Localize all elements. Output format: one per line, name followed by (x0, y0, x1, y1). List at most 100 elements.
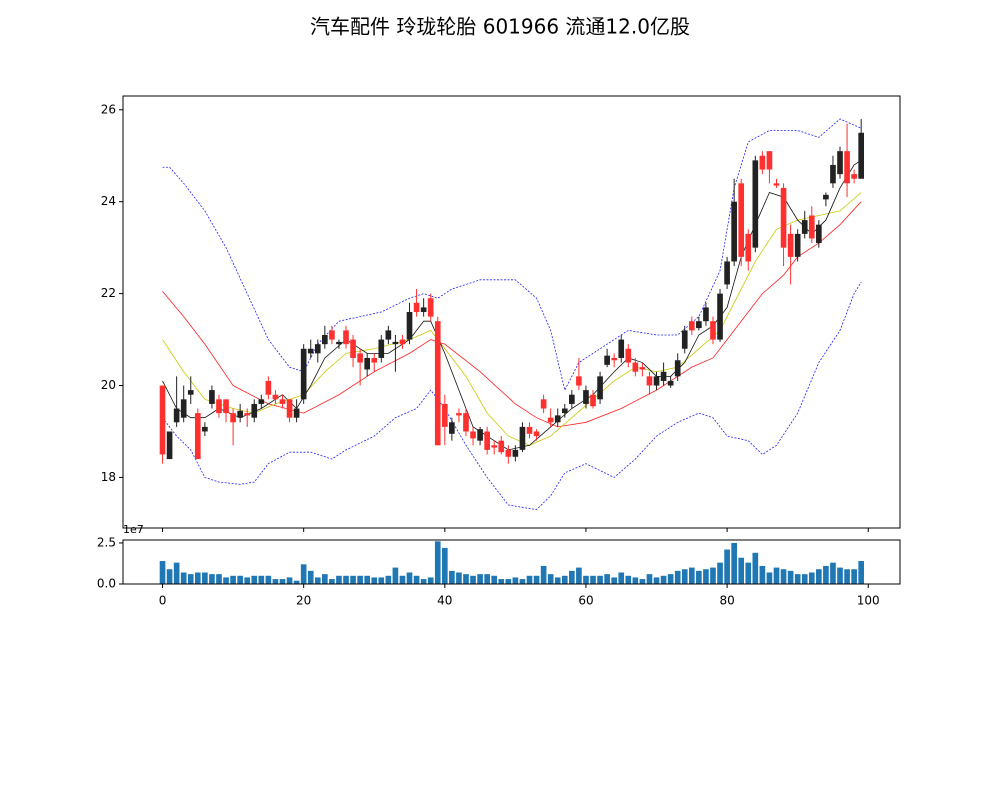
candle-body (808, 215, 815, 239)
bar (780, 569, 787, 584)
candle-body (371, 357, 378, 363)
candle-body (731, 201, 737, 262)
bar (576, 567, 582, 584)
bar (710, 567, 716, 584)
bar (858, 561, 865, 584)
bar (251, 575, 258, 584)
bar (717, 562, 723, 584)
candle-body (639, 367, 646, 370)
candle-body (801, 220, 808, 234)
candle-body (343, 330, 349, 345)
candle-body (653, 376, 660, 386)
bar (681, 569, 688, 584)
bar (470, 575, 476, 584)
bar (823, 565, 829, 584)
bar (223, 577, 229, 584)
bar (314, 577, 321, 584)
bar (583, 575, 589, 584)
bar (258, 575, 265, 584)
bar (343, 575, 349, 584)
candle-body (180, 399, 187, 418)
bar (752, 552, 759, 584)
bar (491, 575, 498, 584)
candle-body (724, 261, 730, 285)
bar (194, 572, 201, 584)
candle-body (159, 385, 166, 455)
candle-body (688, 321, 695, 331)
candle-body (230, 413, 236, 423)
candle-body (350, 339, 356, 358)
candle-body (583, 390, 589, 404)
bar (406, 572, 413, 584)
candle-body (519, 426, 526, 450)
candle-body (597, 376, 603, 400)
bar (357, 575, 363, 584)
line (162, 281, 862, 511)
line (162, 118, 862, 392)
bar (844, 569, 850, 584)
candle-body (759, 155, 766, 170)
candle-body (484, 431, 490, 450)
bar (484, 574, 490, 584)
candle-body (209, 390, 215, 404)
bar (731, 542, 737, 584)
bar (794, 574, 801, 584)
y-tick-label: 0.0 (97, 577, 116, 591)
bar (766, 572, 773, 584)
bar (209, 574, 215, 584)
candle-body (194, 413, 201, 460)
candle-body (399, 339, 406, 345)
bar (434, 541, 441, 584)
bar (618, 572, 625, 584)
candle-body (463, 413, 469, 432)
candle-body (286, 399, 293, 418)
bar (413, 575, 420, 584)
bar (371, 577, 378, 584)
x-tick-label: 60 (578, 594, 593, 608)
x-tick-label: 80 (719, 594, 734, 608)
axes-frame (122, 539, 901, 585)
bar (505, 579, 512, 584)
candle-body (681, 330, 688, 349)
bar (399, 575, 406, 584)
bar (427, 577, 434, 584)
candle-body (216, 399, 222, 414)
bar (322, 574, 328, 584)
bar (547, 574, 554, 584)
bar (660, 575, 667, 584)
candle-body (279, 399, 286, 404)
candle-body (590, 394, 596, 407)
candle-body (385, 330, 392, 340)
candle-body (618, 339, 625, 358)
candle-body (449, 422, 455, 434)
candle-body (378, 339, 385, 358)
candle-body (674, 360, 681, 377)
axis-offset-label: 1e7 (123, 523, 144, 536)
bar (180, 572, 187, 584)
bar (392, 567, 399, 584)
candle-body (766, 151, 773, 170)
candle-body (237, 410, 243, 418)
candle-body (420, 307, 427, 312)
bar (604, 574, 610, 584)
candle-body (364, 357, 371, 370)
bar (159, 561, 166, 584)
bar (646, 574, 653, 584)
candle-body (498, 440, 505, 453)
bar (237, 575, 243, 584)
candle-body (837, 151, 843, 175)
bar (597, 575, 603, 584)
bar (773, 567, 780, 584)
candle-body (470, 431, 476, 439)
bar (300, 564, 307, 584)
bar (244, 577, 251, 584)
candle-body (272, 394, 279, 400)
bar (611, 577, 618, 584)
bar (307, 570, 314, 584)
bar (230, 575, 236, 584)
bar (216, 574, 222, 584)
candle-body (505, 449, 512, 457)
candle-body (717, 293, 723, 340)
bar (498, 579, 505, 584)
candle-body (251, 403, 258, 418)
